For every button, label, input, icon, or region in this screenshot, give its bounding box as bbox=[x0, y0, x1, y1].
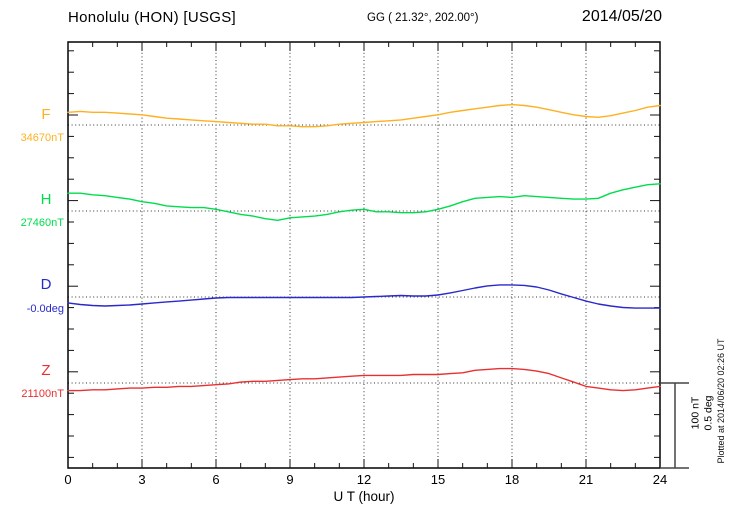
x-axis-tick-labels: 0 3 6 9 12 15 18 21 24 bbox=[0, 472, 730, 488]
gridlines bbox=[141, 42, 587, 468]
x-tick-0: 0 bbox=[64, 472, 72, 487]
x-tick-6: 6 bbox=[212, 472, 220, 487]
trace-label-h: H bbox=[40, 191, 52, 208]
trace-label-d: D bbox=[40, 276, 52, 293]
x-tick-15: 15 bbox=[430, 472, 446, 487]
scale-bar-label: 100 nT 0.5 deg bbox=[689, 395, 714, 430]
trace-F bbox=[67, 103, 661, 128]
x-tick-12: 12 bbox=[356, 472, 372, 487]
x-axis-title: U T (hour) bbox=[333, 489, 395, 504]
station-title: Honolulu (HON) [USGS] bbox=[68, 9, 237, 26]
baselines bbox=[68, 124, 660, 384]
trace-label-z: Z bbox=[41, 362, 51, 379]
scale-bar-nt-label: 100 nT bbox=[689, 396, 702, 430]
baseline-value-d: -0.0deg bbox=[26, 303, 64, 315]
baseline-value-f: 34670nT bbox=[20, 132, 64, 144]
x-tick-24: 24 bbox=[652, 472, 668, 487]
x-tick-21: 21 bbox=[578, 472, 594, 487]
scale-bar-deg-label: 0.5 deg bbox=[702, 395, 714, 431]
axis-ticks bbox=[67, 42, 661, 468]
trace-Z bbox=[67, 367, 661, 392]
trace-H bbox=[67, 183, 661, 222]
gg-coordinates: GG ( 21.32°, 202.00°) bbox=[367, 12, 479, 24]
trace-label-f: F bbox=[41, 106, 51, 123]
x-tick-18: 18 bbox=[504, 472, 520, 487]
trace-D bbox=[67, 284, 661, 309]
x-tick-9: 9 bbox=[286, 472, 294, 487]
plotted-at-note: Plotted at 2014/06/20 02:26 UT bbox=[716, 338, 726, 464]
x-tick-3: 3 bbox=[138, 472, 146, 487]
baseline-value-z: 21100nT bbox=[21, 388, 64, 400]
traces bbox=[67, 103, 661, 392]
plot-date: 2014/05/20 bbox=[581, 8, 662, 25]
baseline-value-h: 27460nT bbox=[20, 217, 64, 229]
scale-bar bbox=[661, 382, 689, 469]
